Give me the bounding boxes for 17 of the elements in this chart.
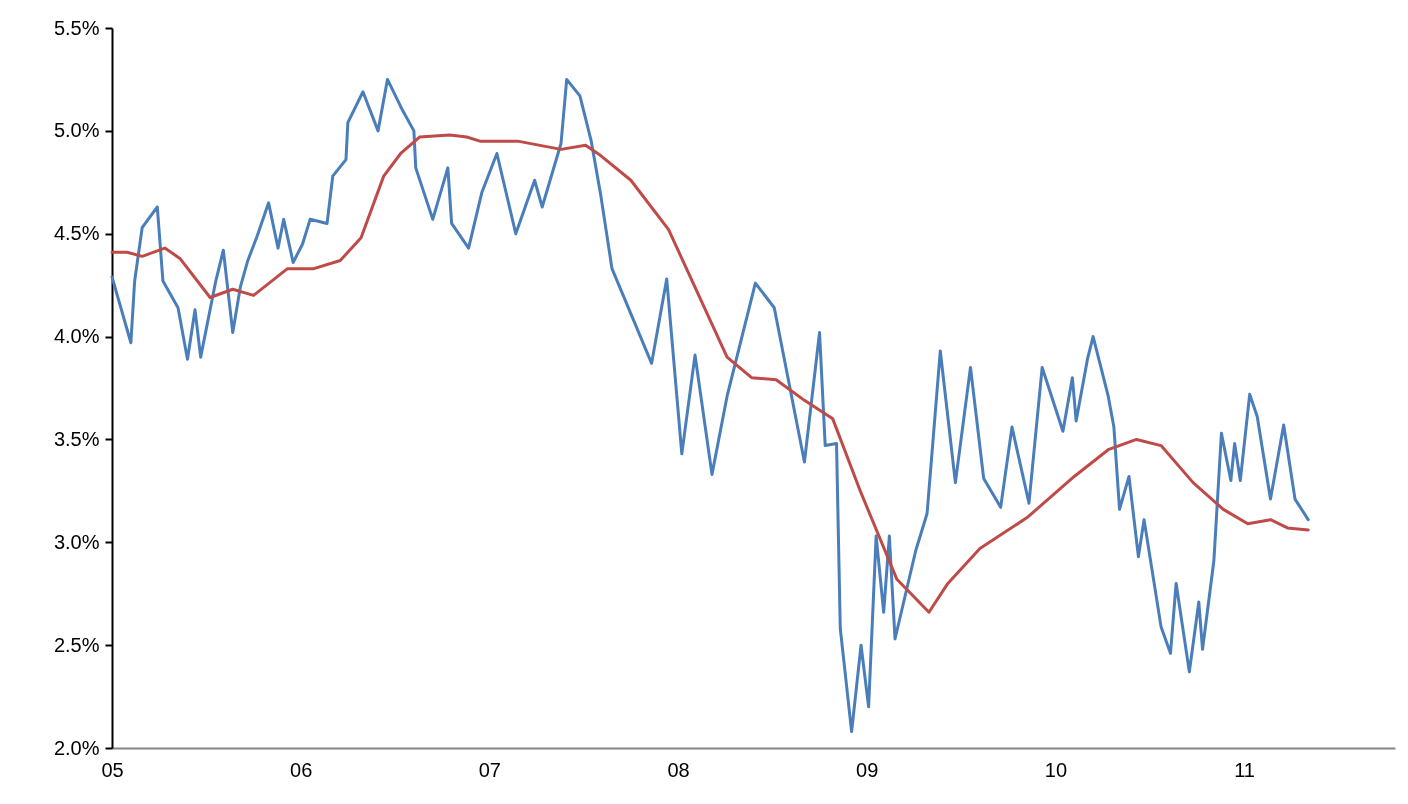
y-tick-label: 5.5% — [53, 16, 100, 39]
y-tick-label: 5.0% — [53, 119, 100, 142]
y-tick-label: 3.5% — [53, 427, 100, 450]
x-tick-label: 06 — [290, 758, 313, 781]
line-series — [110, 133, 1310, 614]
line-series — [110, 77, 1310, 734]
y-tick-label: 4.0% — [53, 325, 100, 348]
y-tick-label: 2.5% — [53, 633, 100, 656]
x-tick-label: 05 — [101, 758, 124, 781]
y-tick-label: 4.5% — [53, 222, 100, 245]
x-tick-label: 11 — [1234, 758, 1255, 781]
y-tick-label: 2.0% — [53, 736, 100, 759]
x-tick-label: 07 — [478, 758, 501, 781]
x-tick-label: 08 — [667, 758, 690, 781]
x-tick-label: 09 — [856, 758, 879, 781]
y-tick-label: 3.0% — [53, 530, 100, 553]
x-tick-label: 10 — [1044, 758, 1068, 781]
